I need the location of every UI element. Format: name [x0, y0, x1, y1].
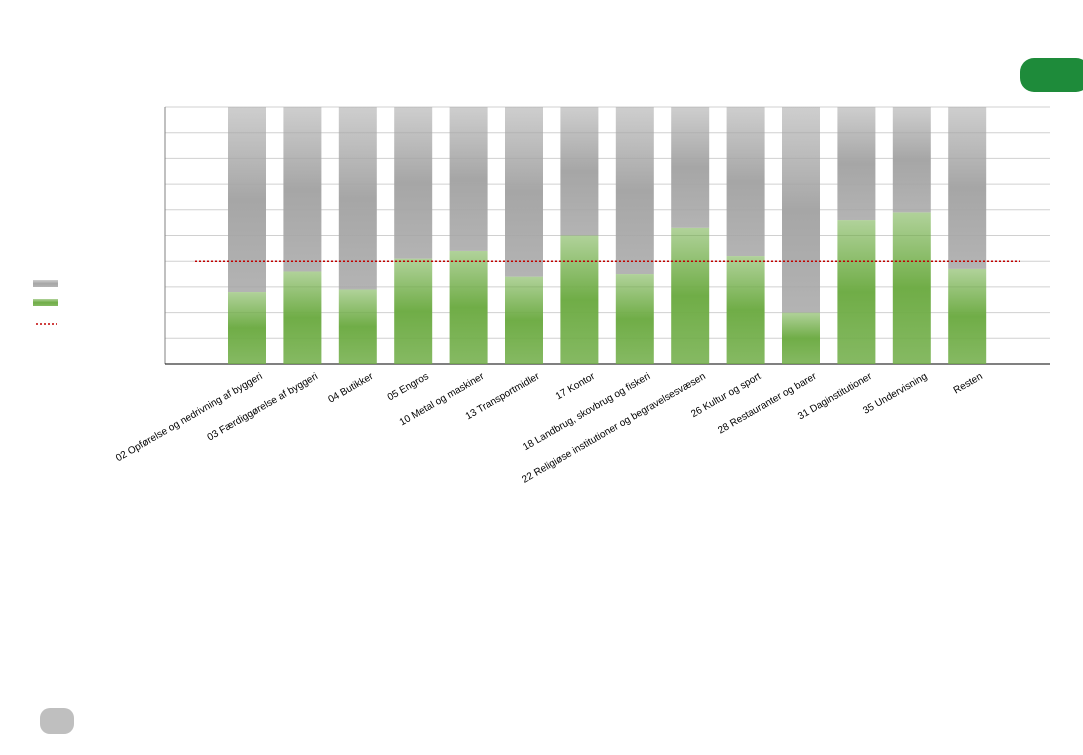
bar-segment: [615, 274, 654, 364]
bar-segment: [948, 107, 987, 269]
bar-segment: [228, 292, 266, 364]
x-tick-label: Resten: [952, 371, 985, 396]
page-badge: [40, 708, 74, 734]
bar-segment: [394, 107, 433, 259]
bar-segment: [892, 107, 931, 213]
nav-button[interactable]: [1020, 58, 1083, 92]
bar-segment: [338, 289, 377, 364]
x-tick-label: 05 Engros: [386, 371, 431, 403]
bar-segment: [449, 250, 488, 364]
x-tick-label: 03 Færdiggørelse af byggeri: [206, 371, 320, 443]
bar-segment: [560, 107, 599, 236]
bar-segment: [782, 107, 820, 313]
bar-segment: [782, 312, 820, 364]
bar-segment: [560, 235, 599, 364]
x-tick-label: 28 Restauranter og barer: [716, 371, 819, 437]
x-tick-label: 17 Kontor: [554, 371, 598, 403]
bar-segment: [283, 107, 322, 272]
bar-segment: [948, 268, 987, 364]
bar-segment: [837, 107, 876, 221]
legend-swatch: [33, 280, 58, 287]
bar-segment: [283, 271, 322, 364]
bar-segment: [671, 227, 710, 364]
bar-segment: [338, 107, 377, 290]
bar-segment: [837, 220, 876, 364]
x-tick-label: 04 Butikker: [326, 371, 375, 406]
bar-segment: [228, 107, 266, 293]
bar-segment: [892, 212, 931, 364]
bar-segment: [615, 107, 654, 275]
bar-segment: [394, 258, 433, 364]
bar-segment: [449, 107, 488, 251]
legend-swatch: [33, 299, 58, 306]
bar-segment: [505, 107, 543, 277]
bar-segment: [671, 107, 710, 228]
bar-segment: [726, 107, 765, 257]
bar-segment: [726, 256, 765, 364]
bar-segment: [505, 276, 543, 364]
